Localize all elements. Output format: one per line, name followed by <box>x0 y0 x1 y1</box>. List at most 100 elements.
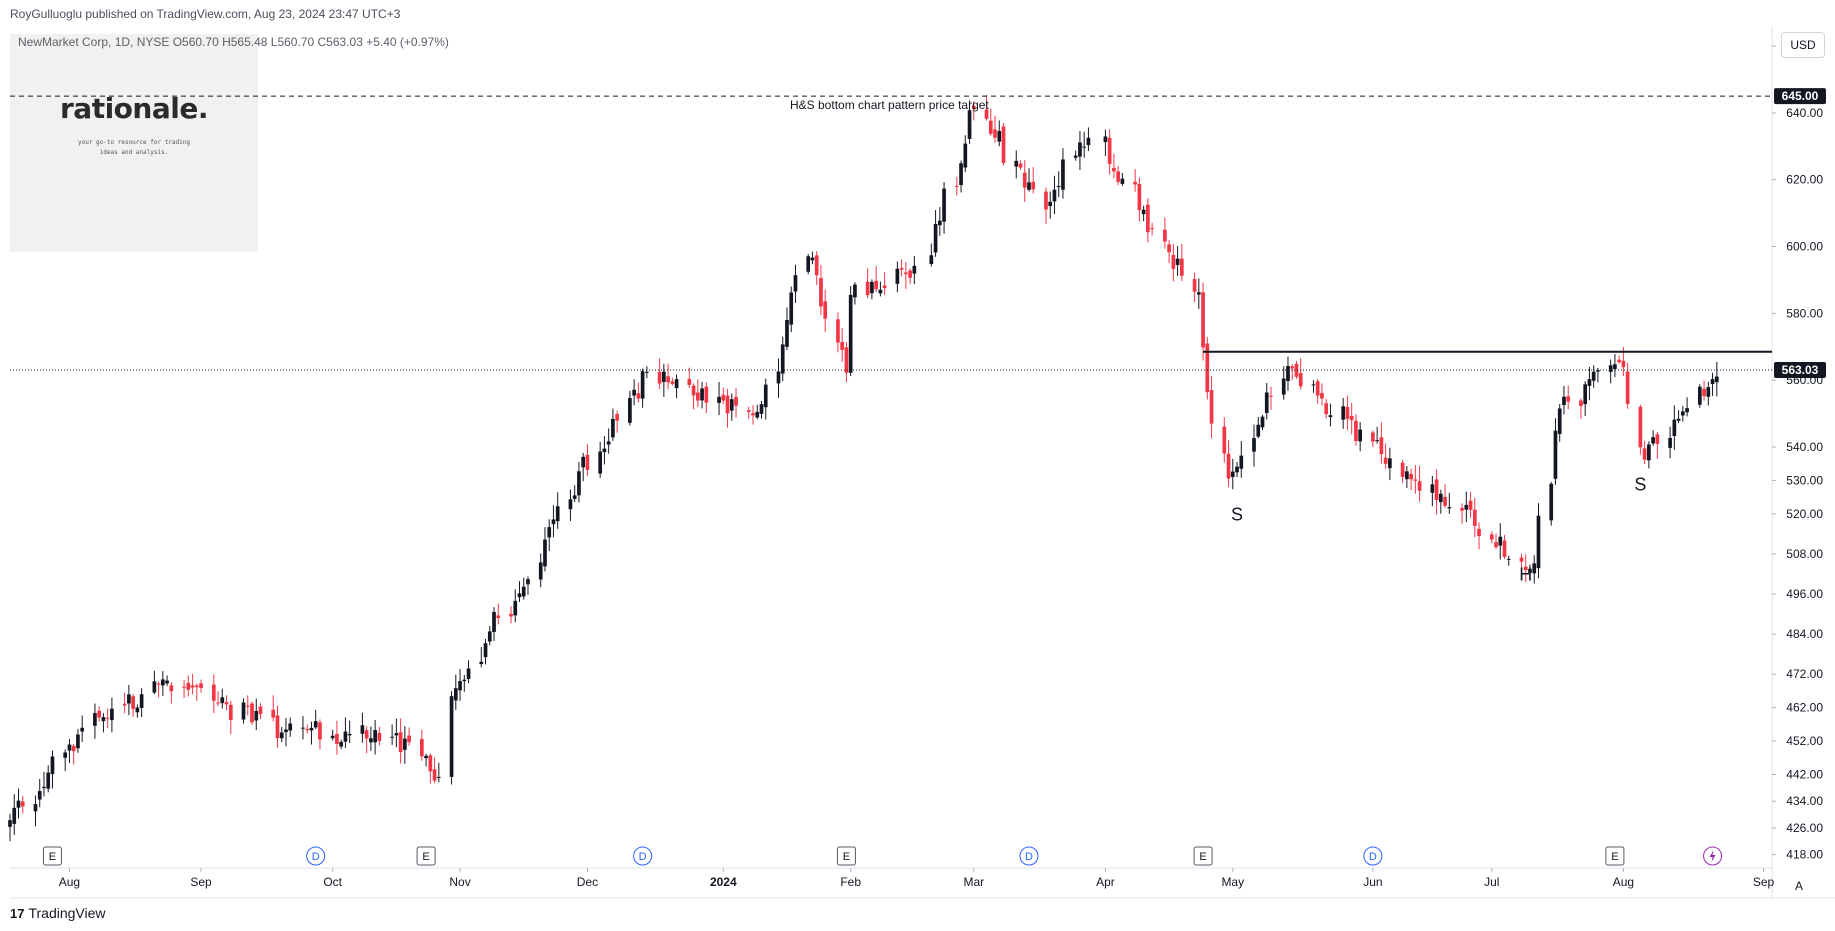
candle-body <box>853 284 857 298</box>
candle <box>1031 167 1036 194</box>
candle-body <box>492 611 496 632</box>
candle <box>1443 484 1447 508</box>
candle-body <box>517 593 522 598</box>
candle <box>1685 397 1689 417</box>
candle <box>275 705 280 748</box>
candle-body <box>1680 411 1685 416</box>
candle-body <box>1082 146 1087 148</box>
candle <box>763 378 768 420</box>
candle <box>12 794 17 836</box>
event-marker-E: E <box>42 846 62 866</box>
tradingview-logo[interactable]: 17 TradingView <box>10 905 106 921</box>
candle-body <box>1146 204 1150 233</box>
time-axis[interactable]: Aug Sep Oct Nov Dec 2024 Feb Mar Apr May Jun Jul Aug… <box>59 868 1775 889</box>
candle-body <box>1328 415 1333 418</box>
candle-body <box>1150 228 1154 230</box>
candle <box>1655 431 1660 459</box>
candle-body <box>1464 504 1469 510</box>
candle <box>199 679 203 693</box>
candle-body <box>182 686 186 688</box>
candle <box>734 387 738 418</box>
candle <box>1647 441 1651 469</box>
candle <box>1141 205 1146 222</box>
candle <box>1417 466 1422 502</box>
candle-body <box>823 301 828 319</box>
candle-body <box>725 395 730 414</box>
candle <box>585 444 590 477</box>
event-marker-E: E <box>1605 846 1625 866</box>
candle <box>122 692 127 714</box>
candle-body <box>258 706 263 715</box>
candle <box>1668 426 1672 459</box>
y-tick-label: 462.00 <box>1786 701 1823 715</box>
price-target-badge: 645.00 <box>1782 89 1819 103</box>
candle <box>793 264 798 304</box>
candle-body <box>662 371 666 382</box>
candle <box>870 279 874 300</box>
candle-body <box>700 388 704 401</box>
candle-body <box>279 732 284 739</box>
candle <box>636 382 641 403</box>
candle-body <box>628 398 632 423</box>
candle-body <box>670 381 675 384</box>
candle-body <box>194 685 199 688</box>
candle-body <box>1502 540 1507 557</box>
candle <box>1137 177 1142 222</box>
event-marker-D: D <box>306 846 326 866</box>
candle <box>1256 416 1261 439</box>
candle-body <box>1621 360 1626 368</box>
x-tick-label: Feb <box>840 875 861 889</box>
candle <box>993 115 997 143</box>
auto-scale-button[interactable]: A <box>1794 879 1803 893</box>
candle-body <box>636 393 641 399</box>
candle-body <box>33 804 38 812</box>
candle-body <box>602 448 607 453</box>
event-marker-S <box>1703 846 1723 866</box>
candle-body <box>657 371 662 384</box>
candle-body <box>139 694 144 708</box>
brand-subtitle-line2: ideas and analysis. <box>99 149 169 156</box>
candle-body <box>526 579 530 585</box>
candle <box>1294 361 1299 379</box>
candle <box>551 505 556 538</box>
candle <box>1562 385 1566 415</box>
candle <box>318 719 322 750</box>
candle-body <box>1086 137 1091 146</box>
candle-body <box>895 268 900 284</box>
candle-body <box>1239 455 1244 469</box>
candle-body <box>1196 292 1201 295</box>
candle <box>1349 403 1354 435</box>
candle-body <box>1523 566 1528 571</box>
candle-body <box>122 703 127 706</box>
x-tick-label: May <box>1221 875 1244 889</box>
candle-body <box>330 735 335 739</box>
candle <box>1532 555 1537 584</box>
candle-body <box>1294 363 1299 377</box>
candle <box>729 393 734 421</box>
candle-body <box>1468 500 1473 510</box>
candle <box>80 715 85 742</box>
candle <box>1371 430 1375 448</box>
candle-body <box>577 471 581 496</box>
candle <box>1702 380 1706 401</box>
currency-button[interactable]: USD <box>1781 32 1825 58</box>
candle-body <box>1489 534 1494 540</box>
candle-body <box>1438 493 1443 503</box>
candle-body <box>1133 181 1137 185</box>
candle <box>224 695 229 711</box>
price-axis[interactable]: 660.00640.00620.00600.00580.00560.00540.… <box>1772 39 1826 862</box>
candle-body <box>840 341 845 350</box>
candle <box>1583 381 1588 416</box>
candle-body <box>1562 396 1566 406</box>
candle-body <box>687 379 692 385</box>
candle-body <box>1315 381 1320 396</box>
candle <box>241 698 246 724</box>
earnings-marker-box <box>416 846 436 866</box>
candle <box>407 727 411 746</box>
candle-body <box>1345 406 1350 419</box>
candle-body <box>585 454 590 470</box>
candle <box>632 379 636 406</box>
event-marker-E: E <box>836 846 856 866</box>
candle <box>1018 160 1023 170</box>
